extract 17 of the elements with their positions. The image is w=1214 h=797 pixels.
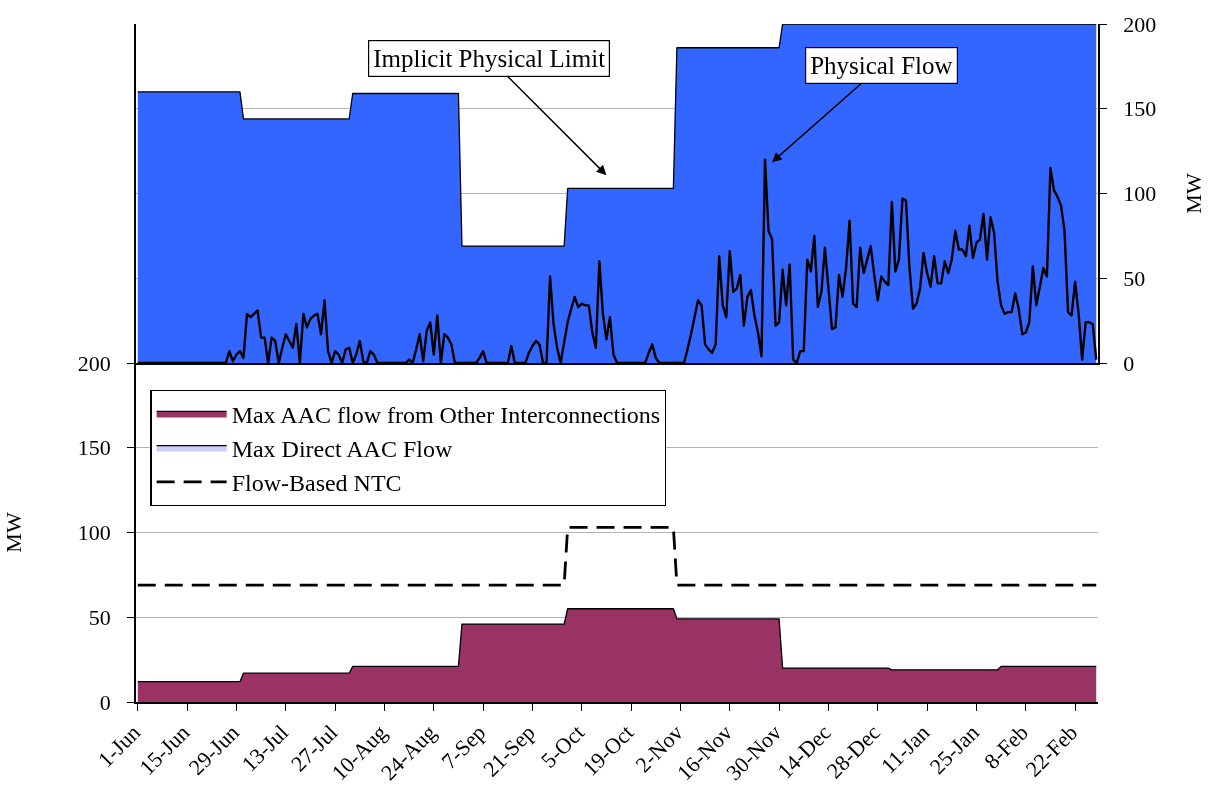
y-tick-label: 50 [1123,265,1146,291]
y-axis-title: MW [1,512,27,553]
y-tick-label: 100 [77,520,111,546]
y-tick-label: 150 [77,435,111,461]
annotation: Physical Flow [810,52,953,80]
y-axis-title: MW [1180,173,1206,214]
y-tick-label: 50 [88,604,111,630]
y-tick-label: 200 [77,350,111,376]
y-tick-label: 0 [99,689,111,715]
y-tick-label: 100 [1123,181,1157,207]
annotation: Implicit Physical Limit [373,45,606,73]
legend-label: Max AAC flow from Other Interconnections [231,401,661,428]
y-tick-label: 0 [1123,350,1135,376]
y-tick-label: 150 [1123,96,1157,122]
y-tick-label: 200 [1123,11,1157,37]
legend-label: Flow-Based NTC [231,470,402,497]
legend-label: Max Direct AAC Flow [231,435,453,462]
